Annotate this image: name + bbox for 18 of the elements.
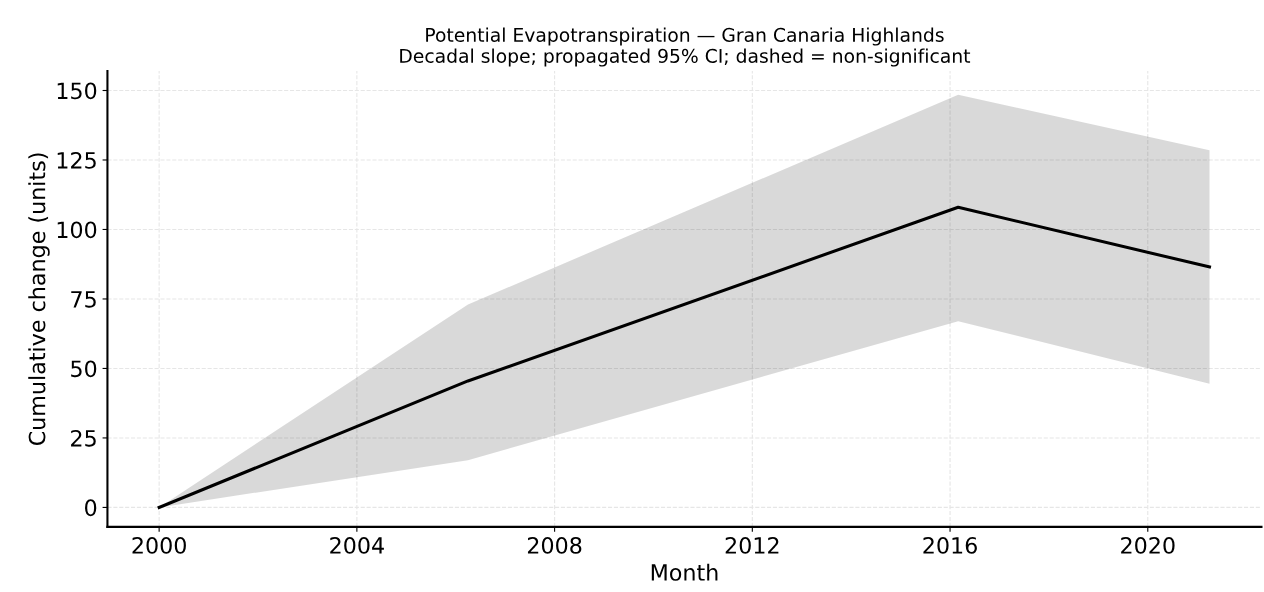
y-tick-label: 150 bbox=[57, 82, 97, 100]
chart-subtitle: Decadal slope; propagated 95% CI; dashed = non-significant bbox=[400, 48, 971, 67]
line-series bbox=[157, 205, 1212, 509]
x-tick-label: 2000 bbox=[132, 536, 186, 554]
y-tick-label: 50 bbox=[71, 360, 97, 378]
x-tick-label: 2016 bbox=[923, 536, 977, 554]
x-tick-label: 2020 bbox=[1121, 536, 1175, 554]
y-tick-label: 0 bbox=[85, 499, 97, 517]
x-axis-title: Month bbox=[651, 563, 718, 581]
x-tick-label: 2004 bbox=[330, 536, 384, 554]
y-axis-title: Cumulative change (units) bbox=[28, 153, 50, 446]
y-tick-label: 100 bbox=[57, 221, 97, 239]
x-tick-label: 2012 bbox=[725, 536, 779, 554]
x-tick-label: 2008 bbox=[527, 536, 582, 554]
y-tick-label: 25 bbox=[71, 429, 96, 447]
chart-title: Potential Evapotranspiration — Gran Canaria Highlands bbox=[426, 27, 944, 46]
y-tick-label: 75 bbox=[71, 291, 96, 308]
y-tick-label: 125 bbox=[57, 151, 96, 169]
